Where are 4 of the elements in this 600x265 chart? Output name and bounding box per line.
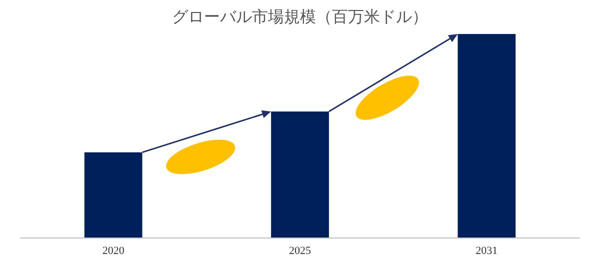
x-tick-label: 2020 xyxy=(102,245,125,257)
chart-title: グローバル市場規模（百万米ドル） xyxy=(172,7,428,26)
x-tick-label: 2031 xyxy=(476,245,498,257)
x-tick-label: 2025 xyxy=(289,245,312,257)
